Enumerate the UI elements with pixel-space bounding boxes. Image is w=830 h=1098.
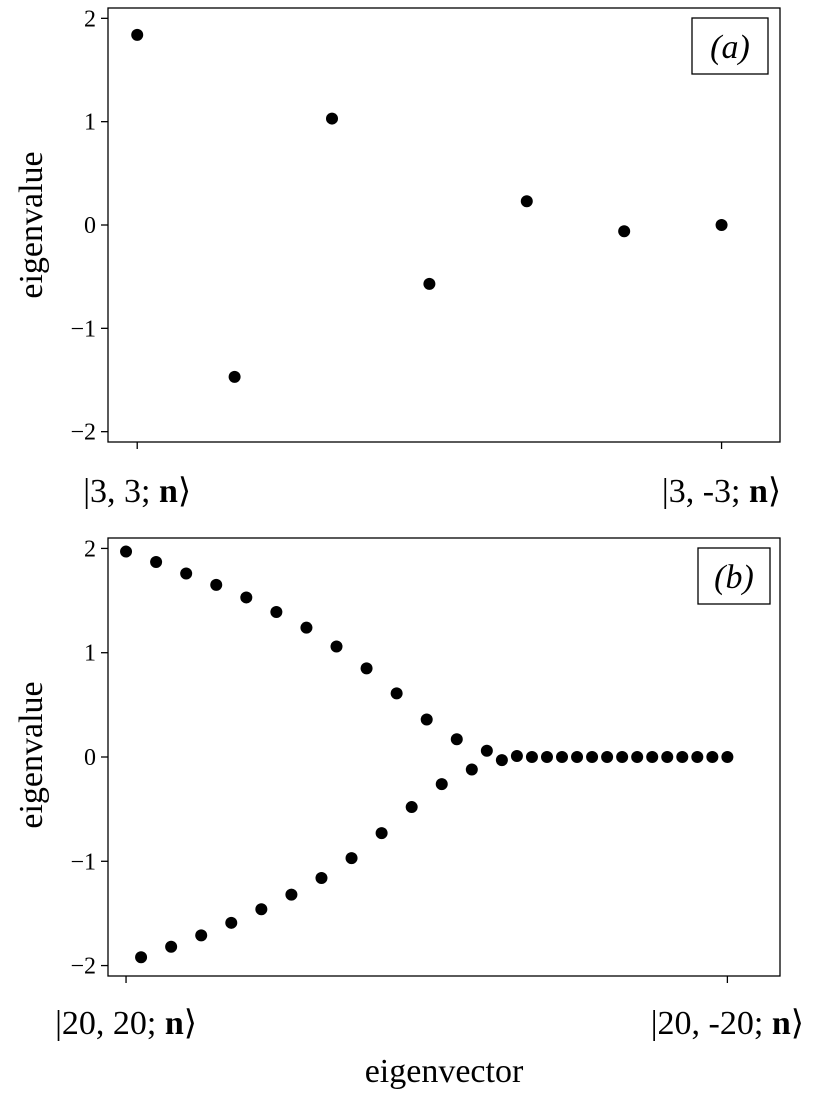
y-tick-label: −1 [70, 316, 96, 342]
y-tick-label: 1 [84, 641, 96, 667]
data-point [525, 751, 538, 763]
panel-a-tag: (a) [710, 29, 750, 66]
data-point [618, 225, 631, 238]
panel-b-y-ticks: −2 −1 0 1 2 [70, 536, 108, 980]
data-point [131, 28, 144, 41]
data-point [495, 754, 508, 767]
data-point [180, 567, 193, 580]
data-point [571, 751, 584, 763]
data-point [240, 591, 253, 604]
data-point [480, 744, 493, 757]
x-endpoint-label: |3, 3; n⟩ [83, 473, 191, 510]
panel-a-x-ticks: |3, 3; n⟩ |3, -3; n⟩ [83, 442, 781, 510]
data-point [540, 751, 553, 763]
panel-a-y-axis-title: eigenvalue [13, 151, 50, 298]
data-point [270, 606, 283, 619]
data-point [420, 713, 433, 726]
data-point [616, 751, 629, 763]
data-point [360, 662, 373, 675]
panel-b: −2 −1 0 1 2 |20, 20; n⟩ |20, -20; n⟩ (b) eige… [13, 536, 804, 1090]
data-point [210, 578, 223, 591]
data-point [646, 751, 659, 763]
data-point [450, 733, 463, 746]
data-point [150, 555, 163, 568]
panel-a-points [131, 28, 728, 383]
data-point [586, 751, 599, 763]
y-tick-label: 2 [84, 6, 96, 32]
data-point [120, 545, 133, 558]
y-tick-label: −2 [70, 420, 96, 446]
panel-a-tag-box [691, 17, 769, 75]
data-point [435, 778, 448, 791]
panel-b-x-axis-title: eigenvector [365, 1053, 524, 1090]
data-point [601, 751, 614, 763]
x-endpoint-label: |20, 20; n⟩ [55, 1005, 197, 1042]
y-tick-label: −2 [70, 954, 96, 980]
data-point [375, 827, 388, 840]
panel-b-tag: (b) [714, 559, 754, 596]
data-point [661, 751, 674, 763]
data-point [715, 219, 728, 231]
data-point [556, 751, 569, 763]
y-tick-label: −1 [70, 849, 96, 875]
data-point [706, 751, 719, 763]
data-point [315, 871, 328, 884]
data-point [225, 916, 238, 929]
data-point [676, 751, 689, 763]
data-point [255, 903, 268, 916]
data-point [285, 888, 298, 901]
panel-b-y-axis-title: eigenvalue [13, 681, 50, 828]
y-tick-label: 2 [84, 536, 96, 562]
data-point [195, 929, 208, 942]
panel-b-tag-box [697, 547, 771, 605]
data-point [721, 751, 734, 763]
y-tick-label: 0 [84, 745, 96, 771]
data-point [135, 951, 148, 964]
data-point [631, 751, 644, 763]
y-tick-label: 0 [84, 213, 96, 239]
data-point [326, 112, 338, 125]
panel-a-frame [107, 7, 781, 443]
panel-a-y-ticks: −2 −1 0 1 2 [70, 6, 108, 446]
data-point [390, 687, 403, 700]
data-point [465, 763, 478, 776]
panel-b-x-ticks: |20, 20; n⟩ |20, -20; n⟩ [55, 976, 804, 1042]
x-endpoint-label: |20, -20; n⟩ [651, 1005, 804, 1042]
data-point [423, 277, 436, 290]
data-point [300, 621, 313, 634]
data-point [165, 940, 178, 953]
y-tick-label: 1 [84, 110, 96, 136]
data-point [520, 195, 533, 208]
data-point [330, 640, 343, 653]
panel-a: −2 −1 0 1 2 |3, 3; n⟩ |3, -3; n⟩ (a) eigenval… [13, 6, 781, 510]
data-point [228, 370, 241, 383]
data-point [691, 751, 704, 763]
data-point [345, 852, 358, 865]
data-point [405, 801, 418, 814]
data-point [510, 749, 523, 762]
x-endpoint-label: |3, -3; n⟩ [662, 473, 781, 510]
panel-b-points [120, 545, 734, 964]
